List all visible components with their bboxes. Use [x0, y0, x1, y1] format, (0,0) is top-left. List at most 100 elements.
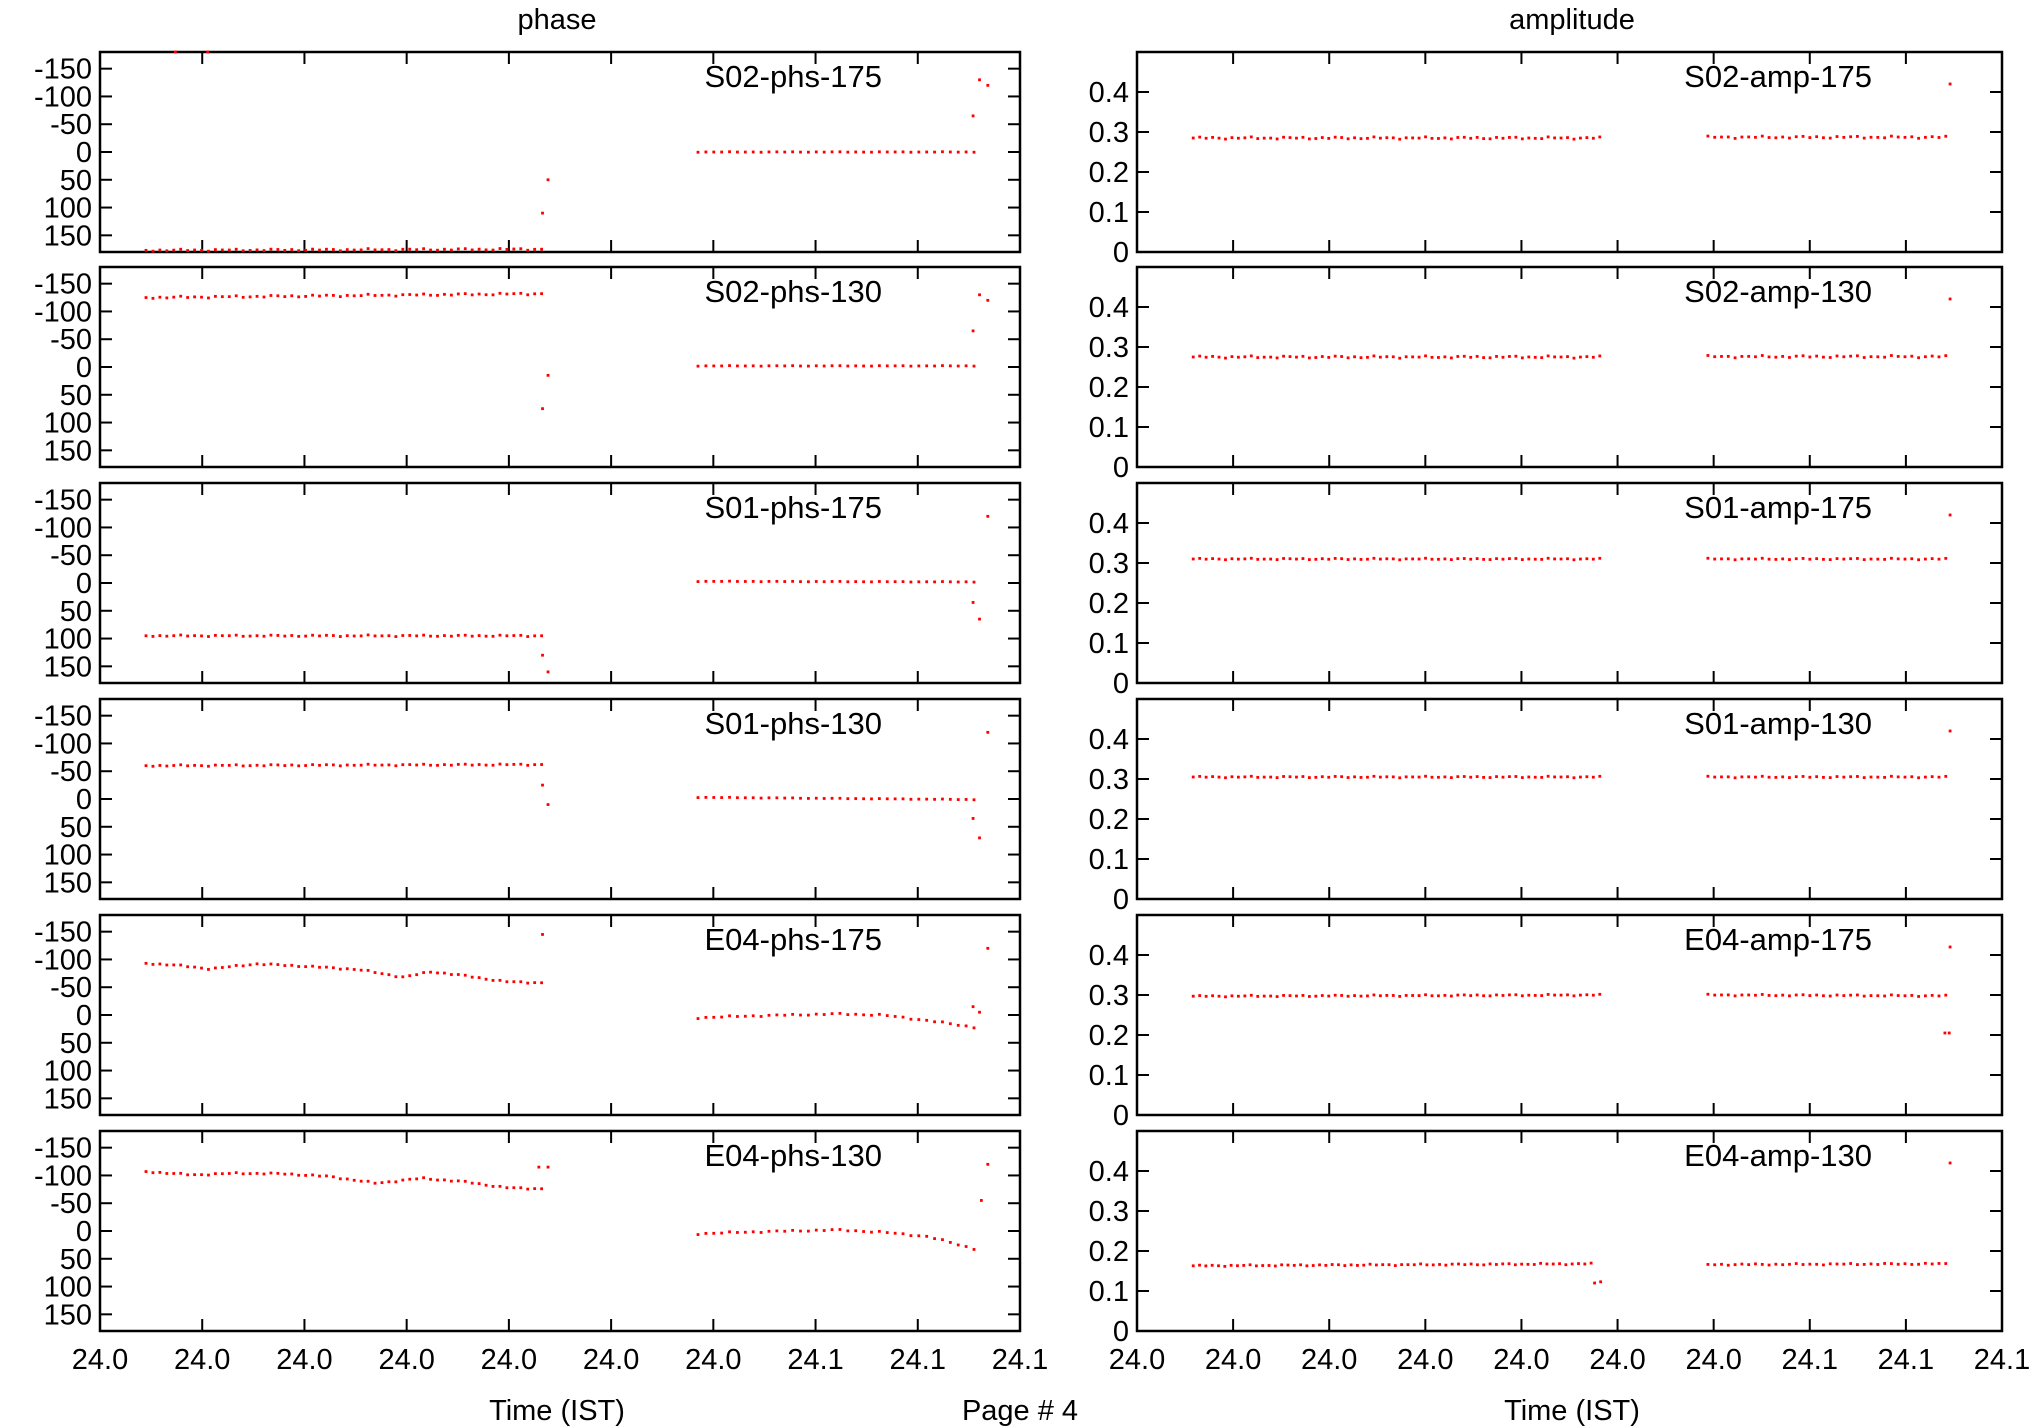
data-point: [394, 294, 398, 298]
data-point: [158, 295, 162, 299]
data-point: [901, 364, 905, 368]
legend-key-label: S02-phs-175: [704, 59, 882, 94]
data-point: [541, 407, 544, 411]
data-point: [1566, 775, 1569, 779]
data-point: [1720, 775, 1723, 779]
data-point: [512, 247, 516, 251]
data-point: [1869, 135, 1873, 139]
data-point: [941, 797, 944, 801]
data-point: [1307, 137, 1311, 141]
data-point: [1713, 355, 1717, 359]
data-point: [1204, 775, 1208, 779]
data-point: [477, 634, 481, 637]
data-point: [179, 294, 183, 298]
data-point: [158, 634, 162, 637]
data-point: [1713, 775, 1717, 779]
data-point: [456, 633, 460, 637]
data-point: [775, 1013, 779, 1017]
data-point: [255, 763, 259, 767]
data-point: [415, 634, 419, 638]
data-point: [1903, 1262, 1907, 1266]
data-point: [1224, 558, 1227, 562]
data-point: [380, 972, 384, 976]
data-point: [1849, 993, 1853, 997]
data-point: [846, 1229, 850, 1233]
data-point: [172, 295, 176, 299]
data-point: [1243, 136, 1247, 140]
data-point: [1794, 557, 1798, 561]
data-point: [1559, 355, 1563, 359]
data-point: [283, 295, 287, 299]
data-point: [1372, 354, 1376, 358]
data-point: [978, 617, 981, 621]
y-tick-label: 0.2: [1089, 804, 1129, 836]
panel-frame: [1135, 50, 2004, 254]
x-tick-label: 24.1: [992, 1344, 1048, 1376]
data-point: [1585, 557, 1589, 561]
data-point: [172, 1172, 176, 1175]
data-point: [1449, 776, 1453, 780]
data-point: [1520, 776, 1524, 779]
data-point: [1923, 775, 1927, 779]
data-point: [775, 796, 779, 800]
data-point: [783, 580, 787, 583]
y-tick-label: -150: [34, 1133, 92, 1165]
data-point: [1243, 557, 1247, 561]
data-point: [1713, 1263, 1717, 1267]
data-point: [1262, 775, 1266, 779]
data-point: [1747, 557, 1751, 561]
y-tick-label: 0.3: [1089, 1196, 1129, 1228]
data-point: [1230, 355, 1234, 359]
data-point: [227, 634, 231, 638]
data-point: [186, 764, 190, 768]
data-point: [1726, 775, 1730, 779]
data-point: [276, 248, 280, 251]
data-point: [1417, 136, 1421, 140]
data-point: [1553, 355, 1557, 359]
data-point: [862, 1013, 865, 1017]
data-point: [1774, 1262, 1778, 1266]
data-point: [822, 150, 826, 154]
data-point: [144, 296, 148, 299]
data-point: [1450, 1262, 1454, 1266]
data-point: [971, 329, 975, 333]
y-tick-label: 0.3: [1089, 980, 1129, 1012]
data-point: [1579, 557, 1582, 561]
data-point: [1412, 1263, 1416, 1267]
data-point: [956, 798, 960, 801]
data-point: [526, 293, 530, 297]
data-point: [1411, 355, 1415, 359]
data-point: [1501, 136, 1505, 140]
data-point: [200, 248, 203, 252]
data-point: [1359, 356, 1363, 360]
x-axis-label-right: Time (IST): [1504, 1395, 1640, 1427]
data-point: [1456, 775, 1460, 779]
data-point: [956, 580, 960, 584]
data-point: [877, 364, 881, 368]
data-point: [1217, 136, 1221, 140]
data-point: [1788, 994, 1791, 998]
data-point: [893, 150, 897, 154]
data-point: [838, 1228, 842, 1231]
data-point: [1740, 993, 1744, 997]
data-point: [830, 1228, 834, 1232]
data-point: [1539, 1261, 1542, 1265]
y-tick-label: 50: [60, 165, 92, 197]
data-point: [1808, 1262, 1812, 1266]
data-point: [206, 50, 210, 54]
data-point: [799, 364, 802, 368]
data-point: [1585, 355, 1589, 358]
data-point: [283, 634, 287, 638]
y-tick-label: 150: [44, 1299, 92, 1331]
data-point: [1275, 995, 1279, 998]
data-point: [1767, 1263, 1771, 1267]
data-point: [1706, 354, 1710, 357]
x-tick-label: 24.1: [1878, 1344, 1934, 1376]
data-point: [1566, 136, 1569, 139]
legend-key-label: S01-phs-175: [704, 490, 882, 525]
data-point: [1788, 776, 1791, 779]
data-point: [1359, 558, 1363, 561]
y-tick-label: -100: [34, 944, 92, 976]
data-point: [1372, 993, 1376, 997]
data-point: [422, 633, 426, 637]
